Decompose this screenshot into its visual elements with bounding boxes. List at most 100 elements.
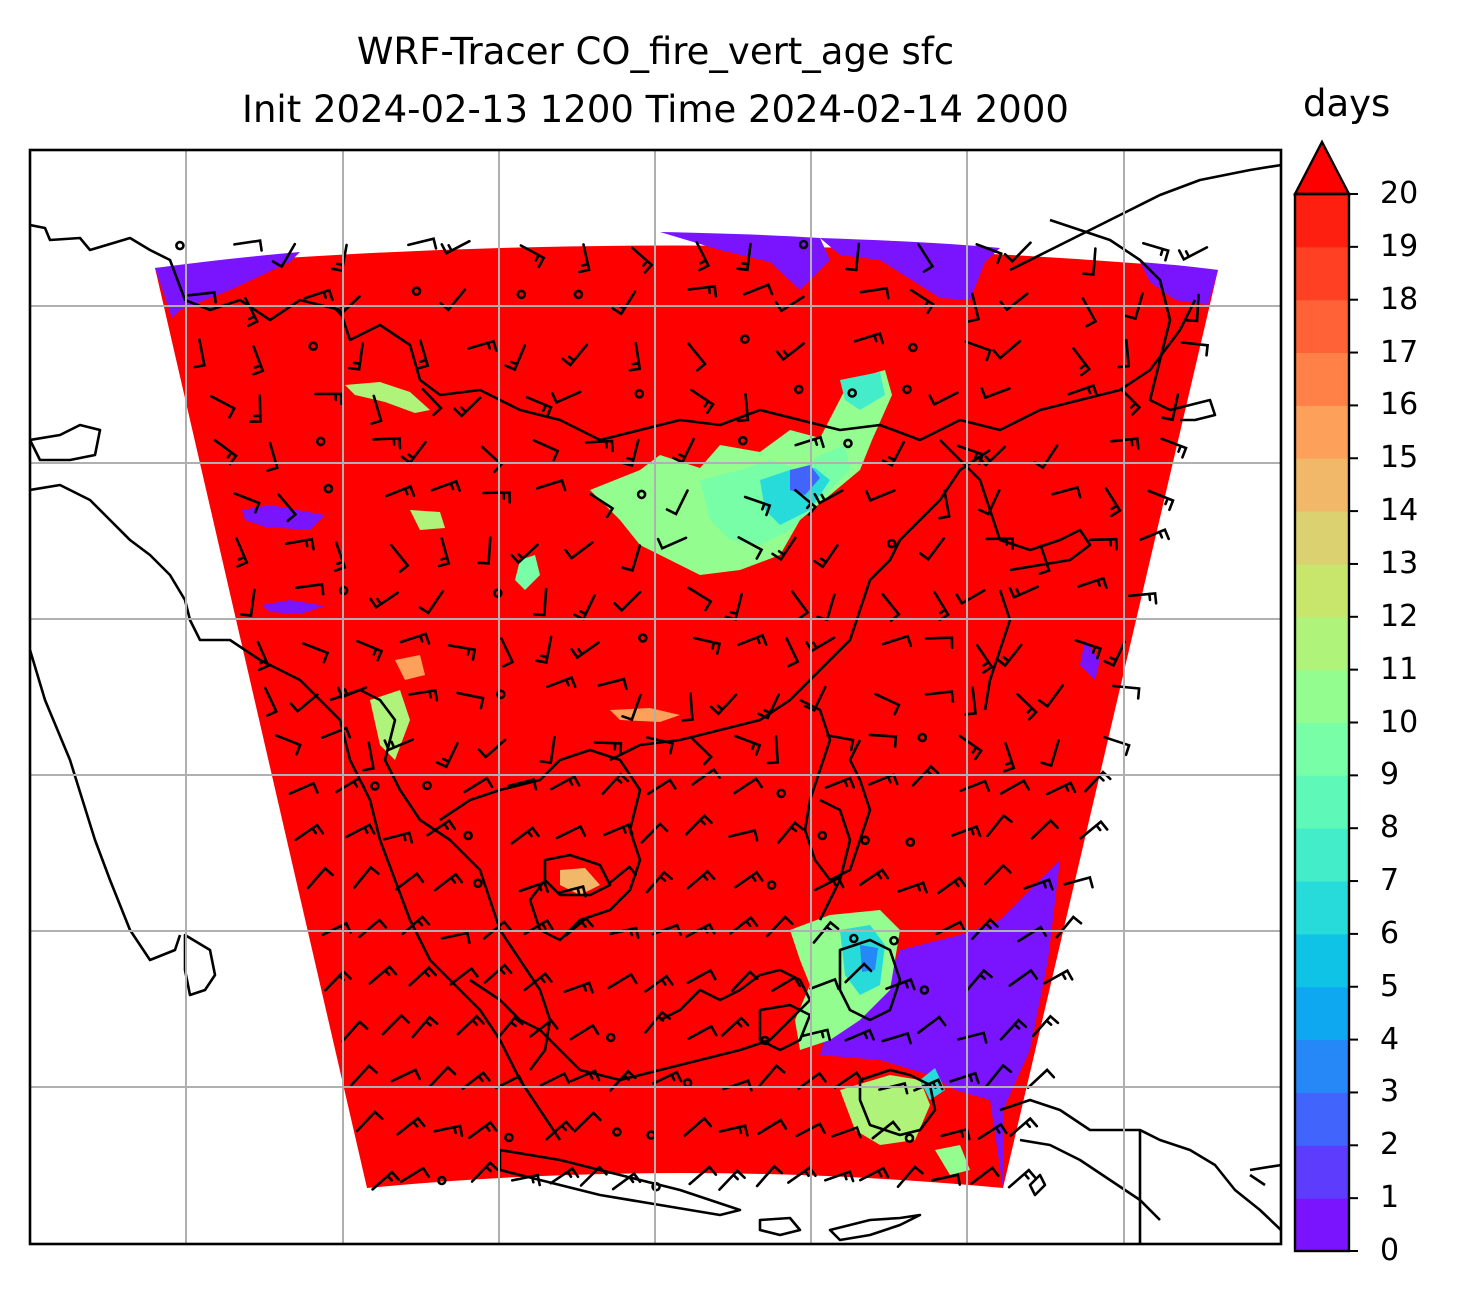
wind-barb — [1103, 640, 1126, 668]
wind-barb — [999, 1018, 1028, 1041]
wind-barb — [691, 737, 713, 766]
wind-barb — [440, 239, 471, 256]
wind-barb — [1079, 819, 1109, 840]
colorbar-tick-label: 7 — [1380, 863, 1400, 899]
wind-barb — [766, 735, 780, 765]
wind-barb — [480, 445, 504, 474]
calm-wind-marker — [504, 1132, 514, 1143]
wind-barb — [718, 1124, 749, 1137]
colorbar-band — [1295, 1092, 1349, 1146]
colorbar-band — [1295, 669, 1349, 723]
wind-barb — [1030, 818, 1059, 840]
colorbar-tick-label: 6 — [1380, 915, 1400, 951]
wind-barb — [529, 1018, 559, 1038]
wind-barb — [742, 283, 774, 296]
calm-wind-marker — [902, 384, 912, 395]
wind-barb — [1127, 591, 1158, 605]
colorbar-tick-label: 3 — [1380, 1074, 1400, 1110]
wind-barb — [1088, 537, 1118, 551]
wind-barb — [263, 686, 279, 717]
colorbar-tick-label: 9 — [1380, 757, 1400, 793]
wind-barb — [797, 1071, 827, 1090]
wind-barb — [826, 734, 855, 752]
calm-wind-marker — [308, 341, 319, 352]
chart-title-line2: Init 2024-02-13 1200 Time 2024-02-14 200… — [242, 88, 1069, 131]
wind-barb — [964, 340, 992, 362]
colorbar-tick-label: 16 — [1380, 387, 1419, 423]
wind-barb — [1038, 544, 1051, 575]
wind-barb — [970, 1165, 1000, 1185]
colorbar-band — [1295, 1039, 1349, 1093]
wind-barb — [1084, 770, 1112, 793]
wind-barb — [350, 1063, 378, 1087]
wind-barb — [813, 544, 839, 569]
wind-barb — [687, 586, 713, 612]
colorbar-tick-label: 20 — [1380, 176, 1419, 211]
wind-barb — [757, 693, 781, 720]
wind-barb — [533, 587, 548, 617]
wind-barb — [467, 339, 498, 353]
wind-barb — [416, 339, 430, 370]
wind-barb — [306, 866, 334, 890]
wind-barb — [977, 445, 1006, 467]
colorbar-tick-label: 4 — [1380, 1021, 1400, 1057]
calm-wind-marker — [573, 289, 584, 300]
calm-wind-marker — [636, 489, 647, 500]
wind-barb — [1119, 387, 1142, 416]
calm-wind-marker — [495, 689, 506, 700]
wind-barb — [353, 865, 380, 889]
wind-barb — [396, 1116, 426, 1136]
wind-barb — [681, 692, 694, 722]
wind-barb — [720, 1016, 750, 1037]
wind-barb — [556, 885, 587, 898]
wind-barb — [239, 588, 256, 618]
wind-barb — [1063, 875, 1094, 889]
wind-barb — [613, 590, 642, 613]
wind-barb — [1117, 339, 1131, 369]
wind-barb — [709, 693, 738, 716]
wind-barb — [463, 776, 494, 794]
wind-barb — [345, 822, 376, 839]
wind-barb — [607, 864, 637, 885]
wind-barb — [1139, 528, 1170, 541]
wind-barb — [1017, 925, 1048, 943]
low-age-regions — [155, 232, 1218, 1188]
calm-wind-marker — [905, 837, 916, 848]
wind-barb — [795, 1122, 826, 1138]
wind-barb — [496, 1015, 524, 1040]
colorbar-band — [1295, 828, 1349, 882]
wind-barb — [1177, 246, 1209, 262]
calm-wind-marker — [766, 880, 777, 890]
wind-barb — [1074, 639, 1103, 660]
wind-barb — [561, 343, 588, 367]
wind-barb — [249, 394, 262, 423]
colorbar-band — [1295, 881, 1349, 935]
wind-barb — [1103, 735, 1131, 757]
wind-barb — [399, 1166, 430, 1183]
wind-barb — [794, 435, 825, 449]
colorbar-band — [1295, 1198, 1349, 1252]
wind-barb — [461, 1070, 491, 1090]
wind-barb — [447, 644, 477, 661]
wind-barb — [1082, 247, 1097, 276]
wind-barb — [507, 778, 538, 791]
wind-barb — [607, 972, 638, 990]
wind-barb — [885, 977, 916, 991]
wind-barb — [665, 489, 689, 516]
wind-barb — [368, 964, 398, 985]
wind-barb — [737, 633, 768, 647]
calm-wind-marker — [843, 438, 853, 449]
wind-barb — [999, 292, 1029, 312]
wind-barb — [504, 344, 527, 372]
wind-barb — [630, 246, 654, 274]
wind-barb — [771, 975, 802, 993]
wind-barb — [644, 1010, 672, 1034]
wind-barb — [824, 776, 855, 789]
wind-barb — [1023, 878, 1054, 891]
colorbar-band — [1295, 246, 1349, 301]
calm-wind-marker — [411, 286, 422, 297]
wind-barb — [803, 685, 827, 713]
wind-barb — [844, 962, 873, 984]
colorbar-tick-label: 14 — [1380, 493, 1419, 529]
